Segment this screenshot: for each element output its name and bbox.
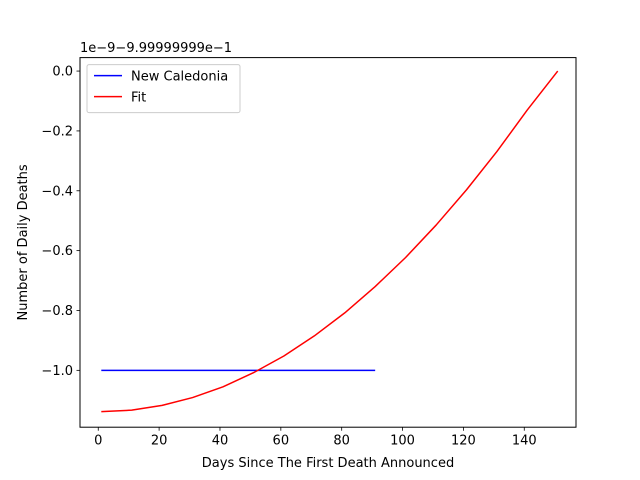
y-axis: 0.0 −0.2 −0.4 −0.6 −0.8 −1.0 <box>41 65 80 379</box>
plot-background <box>80 57 576 428</box>
legend: New Caledonia Fit <box>86 64 241 114</box>
x-tick-label: 20 <box>151 434 168 449</box>
y-tick-label: −0.6 <box>41 244 73 259</box>
x-tick-label: 40 <box>212 434 229 449</box>
x-tick-label: 100 <box>390 434 415 449</box>
y-tick-label: −0.4 <box>41 184 73 199</box>
y-tick-label: −0.2 <box>41 124 73 139</box>
plot-frame <box>79 57 577 428</box>
y-tick-label: 0.0 <box>52 65 73 80</box>
x-tick-label: 60 <box>273 434 290 449</box>
x-tick-label: 80 <box>333 434 350 449</box>
legend-entry-label: Fit <box>131 91 146 106</box>
y-tick-label: −1.0 <box>41 364 73 379</box>
series-line-fit <box>101 70 559 413</box>
x-tick-label: 120 <box>451 434 476 449</box>
series-layer <box>101 70 559 413</box>
x-axis-label: Days Since The First Death Announced <box>202 456 454 471</box>
legend-entry-label: New Caledonia <box>131 70 228 85</box>
x-tick-label: 140 <box>512 434 537 449</box>
x-axis: 0 20 40 60 80 100 120 140 <box>94 427 537 449</box>
y-axis-label: Number of Daily Deaths <box>16 164 31 320</box>
legend-box <box>86 64 241 114</box>
y-offset-label: 1e−9−9.99999999e−1 <box>80 41 232 56</box>
y-tick-label: −0.8 <box>41 304 73 319</box>
x-tick-label: 0 <box>94 434 102 449</box>
